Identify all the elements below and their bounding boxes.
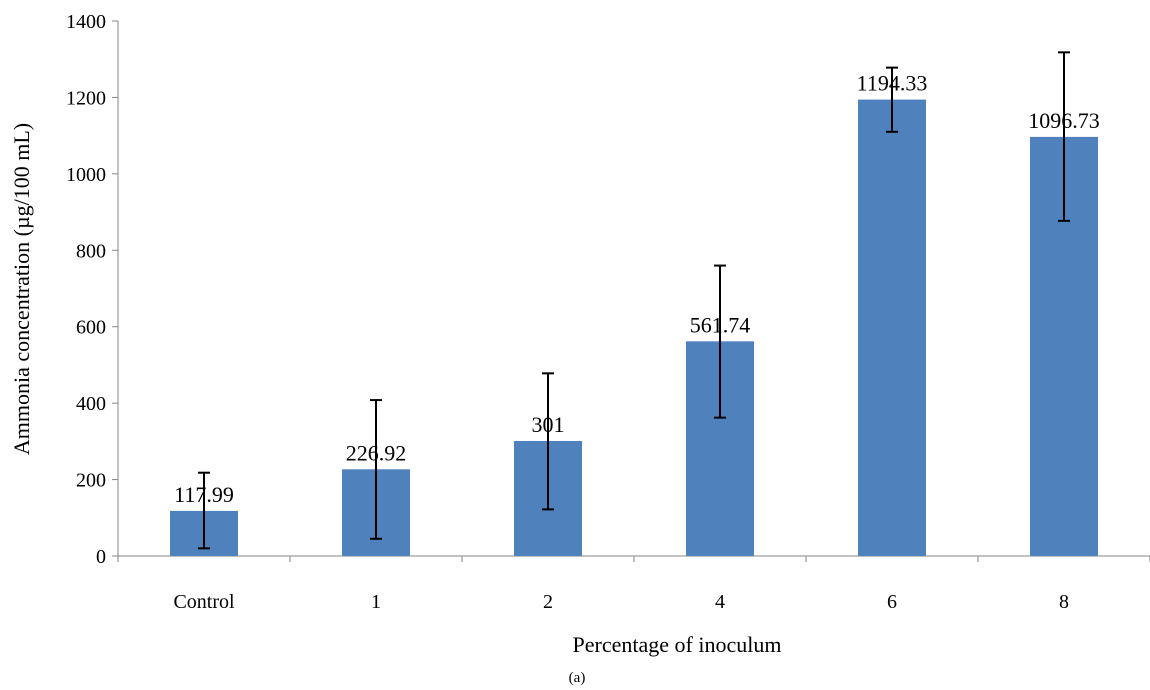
data-label: 561.74 [690,312,751,337]
y-tick-label: 1000 [66,164,106,186]
x-tick-label: 6 [887,591,897,613]
tick-labels-group: 0 200 400 600 800 1000 1200 1400 Control 1 2 4 6 8 [66,11,1069,613]
x-axis-title: Percentage of inoculum [573,632,782,657]
axes-group [112,20,1150,562]
data-label: 1096.73 [1028,108,1100,133]
bars-group [170,99,1098,557]
x-tick-label: Control [173,591,235,613]
data-label: 1194.33 [857,71,928,96]
data-label: 301 [532,412,565,437]
y-tick-label: 1400 [66,11,106,33]
bar [858,99,926,556]
y-tick-label: 600 [76,317,106,339]
x-tick-label: 1 [371,591,381,613]
y-tick-label: 0 [96,546,106,568]
y-tick-label: 400 [76,393,106,415]
y-axis-title: Ammonia concentration (µg/100 mL) [9,123,34,455]
x-tick-label: 4 [715,591,725,613]
x-tick-label: 2 [543,591,553,613]
y-tick-label: 1200 [66,87,106,109]
data-label: 226.92 [346,440,407,465]
x-tick-label: 8 [1059,591,1069,613]
data-labels-group: 117.99 226.92 301 561.74 1194.33 1096.73 [174,71,1100,507]
y-tick-label: 200 [76,470,106,492]
error-bars-group [198,51,1070,550]
figure-caption: (a) [569,670,586,686]
data-label: 117.99 [174,482,234,507]
y-tick-label: 800 [76,240,106,262]
